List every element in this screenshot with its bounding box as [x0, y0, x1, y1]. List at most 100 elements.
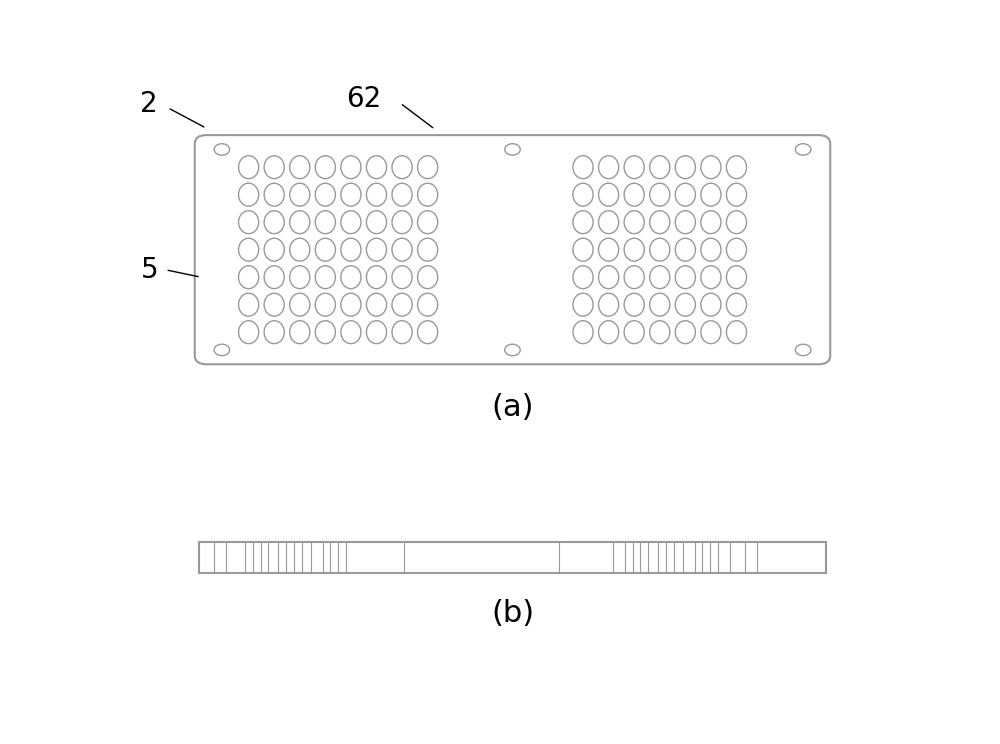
Ellipse shape	[599, 266, 619, 289]
Ellipse shape	[573, 266, 593, 289]
Circle shape	[795, 344, 811, 356]
Ellipse shape	[573, 211, 593, 234]
Ellipse shape	[650, 238, 670, 261]
Ellipse shape	[726, 321, 747, 344]
Ellipse shape	[392, 238, 412, 261]
Ellipse shape	[239, 155, 259, 179]
Ellipse shape	[290, 321, 310, 344]
Ellipse shape	[290, 211, 310, 234]
Ellipse shape	[264, 155, 284, 179]
Ellipse shape	[726, 155, 747, 179]
Ellipse shape	[366, 155, 387, 179]
Ellipse shape	[315, 238, 335, 261]
Ellipse shape	[366, 321, 387, 344]
Ellipse shape	[726, 183, 747, 206]
Circle shape	[214, 144, 230, 155]
Ellipse shape	[392, 321, 412, 344]
Ellipse shape	[418, 293, 438, 316]
Text: (b): (b)	[491, 599, 534, 628]
Ellipse shape	[418, 266, 438, 289]
Ellipse shape	[701, 211, 721, 234]
Ellipse shape	[392, 211, 412, 234]
Ellipse shape	[341, 183, 361, 206]
Ellipse shape	[726, 266, 747, 289]
Ellipse shape	[341, 321, 361, 344]
Ellipse shape	[290, 155, 310, 179]
Ellipse shape	[624, 155, 644, 179]
Ellipse shape	[675, 293, 695, 316]
Ellipse shape	[599, 293, 619, 316]
Ellipse shape	[290, 238, 310, 261]
Ellipse shape	[650, 293, 670, 316]
Ellipse shape	[599, 183, 619, 206]
Ellipse shape	[650, 155, 670, 179]
Ellipse shape	[650, 266, 670, 289]
Ellipse shape	[366, 183, 387, 206]
Ellipse shape	[239, 211, 259, 234]
Ellipse shape	[264, 211, 284, 234]
Ellipse shape	[675, 266, 695, 289]
Ellipse shape	[573, 238, 593, 261]
Ellipse shape	[239, 238, 259, 261]
Ellipse shape	[315, 293, 335, 316]
Ellipse shape	[366, 293, 387, 316]
Ellipse shape	[290, 293, 310, 316]
Ellipse shape	[418, 155, 438, 179]
Ellipse shape	[264, 183, 284, 206]
Bar	[199, 542, 826, 574]
Ellipse shape	[726, 293, 747, 316]
Ellipse shape	[392, 266, 412, 289]
Ellipse shape	[701, 266, 721, 289]
Circle shape	[214, 344, 230, 356]
Ellipse shape	[392, 293, 412, 316]
Ellipse shape	[701, 155, 721, 179]
Ellipse shape	[315, 155, 335, 179]
Circle shape	[795, 144, 811, 155]
Ellipse shape	[726, 238, 747, 261]
Circle shape	[505, 144, 520, 155]
Ellipse shape	[650, 183, 670, 206]
Ellipse shape	[264, 238, 284, 261]
Ellipse shape	[675, 211, 695, 234]
Text: 2: 2	[140, 89, 158, 118]
Ellipse shape	[573, 321, 593, 344]
Ellipse shape	[341, 293, 361, 316]
Ellipse shape	[599, 238, 619, 261]
Ellipse shape	[392, 155, 412, 179]
Ellipse shape	[624, 266, 644, 289]
Ellipse shape	[239, 183, 259, 206]
Ellipse shape	[701, 183, 721, 206]
FancyBboxPatch shape	[195, 135, 830, 365]
Ellipse shape	[392, 183, 412, 206]
Ellipse shape	[418, 238, 438, 261]
Ellipse shape	[315, 183, 335, 206]
Ellipse shape	[624, 183, 644, 206]
Ellipse shape	[701, 293, 721, 316]
Ellipse shape	[675, 155, 695, 179]
Ellipse shape	[366, 238, 387, 261]
Ellipse shape	[650, 211, 670, 234]
Ellipse shape	[290, 183, 310, 206]
Ellipse shape	[315, 266, 335, 289]
Ellipse shape	[341, 211, 361, 234]
Ellipse shape	[675, 321, 695, 344]
Ellipse shape	[341, 238, 361, 261]
Ellipse shape	[264, 266, 284, 289]
Ellipse shape	[650, 321, 670, 344]
Ellipse shape	[624, 321, 644, 344]
Ellipse shape	[239, 321, 259, 344]
Ellipse shape	[599, 155, 619, 179]
Ellipse shape	[418, 211, 438, 234]
Circle shape	[505, 344, 520, 356]
Text: 5: 5	[140, 256, 158, 283]
Ellipse shape	[624, 211, 644, 234]
Ellipse shape	[599, 321, 619, 344]
Ellipse shape	[264, 321, 284, 344]
Ellipse shape	[675, 238, 695, 261]
Ellipse shape	[624, 293, 644, 316]
Ellipse shape	[239, 266, 259, 289]
Ellipse shape	[599, 211, 619, 234]
Ellipse shape	[366, 266, 387, 289]
Ellipse shape	[573, 155, 593, 179]
Ellipse shape	[315, 211, 335, 234]
